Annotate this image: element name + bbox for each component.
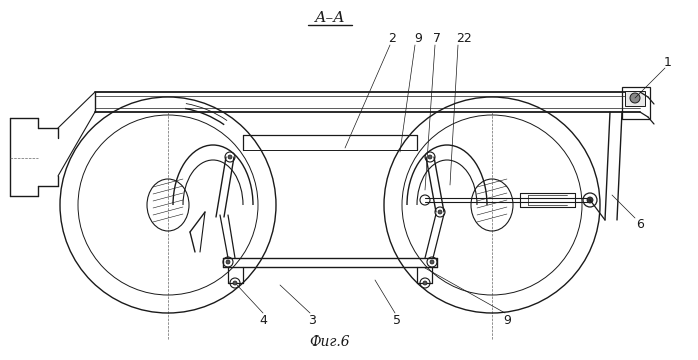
Circle shape [430, 260, 434, 264]
Text: 7: 7 [433, 32, 441, 45]
Text: 6: 6 [636, 217, 644, 230]
Text: 2: 2 [388, 32, 396, 45]
Circle shape [423, 281, 427, 285]
Text: А–А: А–А [315, 11, 346, 25]
Text: 9: 9 [414, 32, 422, 45]
Text: 3: 3 [308, 314, 316, 327]
Circle shape [228, 155, 232, 159]
Text: 1: 1 [664, 55, 672, 68]
Text: 9: 9 [503, 314, 511, 327]
Text: 4: 4 [259, 314, 267, 327]
Circle shape [438, 210, 442, 214]
Bar [625, 91, 645, 106]
Circle shape [233, 281, 237, 285]
Circle shape [226, 260, 230, 264]
Circle shape [428, 155, 432, 159]
Text: 5: 5 [393, 314, 401, 327]
Circle shape [587, 197, 593, 203]
Text: Фиг.6: Фиг.6 [310, 335, 350, 349]
Circle shape [630, 93, 640, 103]
Bar [622, 87, 650, 119]
Text: 22: 22 [456, 32, 472, 45]
